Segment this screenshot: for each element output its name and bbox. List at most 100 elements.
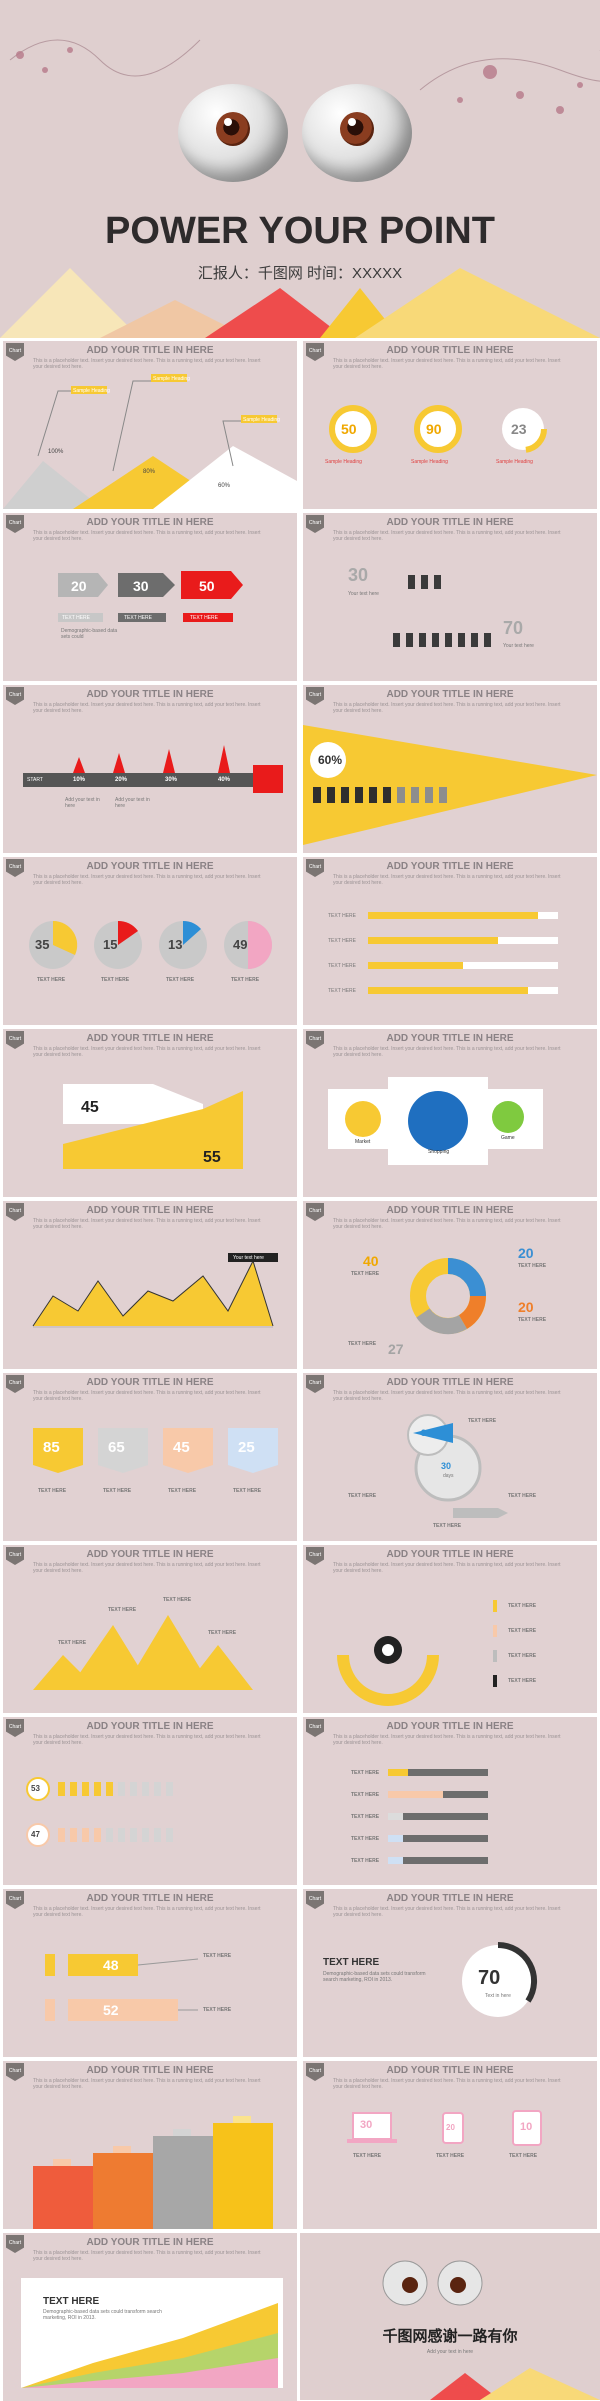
ending-slide[interactable]: 千图网感谢一路有你 Add your text in here — [300, 2233, 600, 2400]
gender-bars — [45, 1954, 199, 2021]
slide-subtitle: This is a placeholder text. Insert your … — [33, 530, 261, 542]
track-label-5: TEXT HERE — [351, 1858, 380, 1864]
device-label-1: TEXT HERE — [353, 2153, 382, 2159]
slide-subtitle: This is a placeholder text. Insert your … — [33, 1906, 261, 1918]
slide-8[interactable]: Chart ADD YOUR TITLE IN HERE This is a p… — [303, 857, 597, 1025]
bar-label-3: TEXT HERE — [328, 963, 356, 969]
slide-20[interactable]: Chart ADD YOUR TITLE IN HERE This is a p… — [303, 1889, 597, 2057]
slide-subtitle: This is a placeholder text. Insert your … — [33, 2078, 261, 2090]
slide-title: ADD YOUR TITLE IN HERE — [86, 2065, 214, 2076]
device-value-2: 20 — [446, 2123, 455, 2132]
timeline-value-2: 20% — [115, 777, 128, 783]
chart-tag-icon: Chart — [6, 515, 24, 533]
area-value-55: 55 — [203, 1149, 221, 1166]
donut-label-1: TEXT HERE — [351, 1271, 380, 1277]
donut-value-4: 27 — [388, 1341, 404, 1357]
slide-4[interactable]: Chart ADD YOUR TITLE IN HERE This is a p… — [303, 513, 597, 681]
bar-label-1: TEXT HERE — [328, 913, 356, 919]
timeline-value-1: 10% — [73, 777, 86, 783]
circle-value-1: 34 — [421, 1428, 432, 1438]
people-text-1: Your text here — [348, 591, 379, 597]
donut-chart — [410, 1258, 487, 1335]
slide-title: ADD YOUR TITLE IN HERE — [386, 1205, 514, 1216]
slide-15[interactable]: Chart ADD YOUR TITLE IN HERE This is a p… — [3, 1545, 297, 1713]
track-label-4: TEXT HERE — [351, 1836, 380, 1842]
chart-tag-icon: Chart — [306, 515, 324, 533]
donut-label-3: TEXT HERE — [518, 1317, 547, 1323]
circle-label-1: TEXT HERE — [468, 1418, 497, 1424]
semicircle-gauge — [337, 1600, 497, 1706]
slide-title: ADD YOUR TITLE IN HERE — [386, 345, 514, 356]
slide-title: ADD YOUR TITLE IN HERE — [386, 1893, 514, 1904]
slide-23[interactable]: Chart ADD YOUR TITLE IN HERE This is a p… — [3, 2233, 297, 2401]
slide-9[interactable]: Chart ADD YOUR TITLE IN HERE This is a p… — [3, 1029, 297, 1197]
pie-value-1: 35 — [35, 937, 50, 952]
slide-10[interactable]: Chart ADD YOUR TITLE IN HERE This is a p… — [303, 1029, 597, 1197]
cover-decoration — [0, 39, 600, 338]
circle-label-4: TEXT HERE — [433, 1523, 462, 1529]
heading-2: Sample Heading — [153, 376, 190, 382]
slide-title: ADD YOUR TITLE IN HERE — [386, 1549, 514, 1560]
bar-track-3 — [368, 962, 558, 969]
slide-subtitle: This is a placeholder text. Insert your … — [33, 1734, 261, 1746]
area-title: TEXT HERE — [43, 2296, 100, 2307]
slide-1[interactable]: Chart ADD YOUR TITLE IN HERE This is a p… — [3, 341, 297, 509]
ring-value-2: 90 — [426, 421, 442, 437]
area-compare — [63, 1084, 243, 1169]
slide-21[interactable]: Chart ADD YOUR TITLE IN HERE This is a p… — [3, 2061, 297, 2229]
chart-tag-icon: Chart — [306, 2063, 324, 2081]
slide-11[interactable]: Chart ADD YOUR TITLE IN HERE This is a p… — [3, 1201, 297, 1369]
slide-19[interactable]: Chart ADD YOUR TITLE IN HERE This is a p… — [3, 1889, 297, 2057]
funnel-value: 60% — [318, 753, 343, 767]
slide-12[interactable]: Chart ADD YOUR TITLE IN HERE This is a p… — [303, 1201, 597, 1369]
track-label-1: TEXT HERE — [351, 1770, 380, 1776]
peak-chart — [33, 1615, 253, 1690]
slide-subtitle: This is a placeholder text. Insert your … — [333, 1218, 561, 1230]
slide-subtitle: This is a placeholder text. Insert your … — [33, 1046, 261, 1058]
donut-value-2: 20 — [518, 1245, 534, 1261]
timeline-bar — [23, 745, 283, 793]
right-eye-graphic — [302, 84, 412, 182]
slide-16[interactable]: Chart ADD YOUR TITLE IN HERE This is a p… — [303, 1545, 597, 1713]
tag-cards — [33, 1428, 278, 1473]
slide-subtitle: This is a placeholder text. Insert your … — [333, 1734, 561, 1746]
mountain-chart — [3, 374, 297, 509]
circle-infographic — [407, 1414, 508, 1518]
slide-2[interactable]: Chart ADD YOUR TITLE IN HERE This is a p… — [303, 341, 597, 509]
slide-6[interactable]: Chart ADD YOUR TITLE IN HERE This is a p… — [303, 685, 597, 853]
track-label-2: TEXT HERE — [351, 1792, 380, 1798]
slide-title: ADD YOUR TITLE IN HERE — [386, 1377, 514, 1388]
timeline-text: Add your text in here — [65, 797, 100, 809]
slide-3[interactable]: Chart ADD YOUR TITLE IN HERE This is a p… — [3, 513, 297, 681]
gauge-label-1: TEXT HERE — [508, 1603, 537, 1609]
slide-17[interactable]: Chart ADD YOUR TITLE IN HERE This is a p… — [3, 1717, 297, 1885]
ring-heading-3: Sample Heading — [496, 459, 533, 465]
slide-subtitle: This is a placeholder text. Insert your … — [333, 2078, 561, 2090]
cover-slide[interactable]: POWER YOUR POINT 汇报人：千图网 时间：XXXXX — [0, 0, 600, 338]
chart-tag-icon: Chart — [6, 1375, 24, 1393]
slide-13[interactable]: Chart ADD YOUR TITLE IN HERE This is a p… — [3, 1373, 297, 1541]
ring-description: Demographic-based data sets could transf… — [323, 1971, 426, 1983]
step-value-1: 20 — [71, 578, 87, 594]
circle-days: days — [443, 1473, 454, 1479]
peak-label-2: TEXT HERE — [108, 1607, 137, 1613]
pie-value-4: 49 — [233, 937, 248, 952]
chart-tag-icon: Chart — [306, 859, 324, 877]
bar-label-4: TEXT HERE — [328, 988, 356, 994]
chart-tag-icon: Chart — [306, 1719, 324, 1737]
track-3 — [388, 1813, 488, 1820]
card-value-1: 85 — [43, 1439, 60, 1456]
slide-title: ADD YOUR TITLE IN HERE — [86, 861, 214, 872]
slide-5[interactable]: Chart ADD YOUR TITLE IN HERE This is a p… — [3, 685, 297, 853]
ring-charts — [329, 405, 547, 453]
people-value-30: 30 — [348, 565, 369, 585]
slide-subtitle: This is a placeholder text. Insert your … — [33, 358, 261, 370]
slide-7[interactable]: Chart ADD YOUR TITLE IN HERE This is a p… — [3, 857, 297, 1025]
slide-subtitle: This is a placeholder text. Insert your … — [333, 702, 561, 714]
card-label-2: TEXT HERE — [103, 1488, 132, 1494]
slide-subtitle: This is a placeholder text. Insert your … — [33, 1390, 261, 1402]
slide-18[interactable]: Chart ADD YOUR TITLE IN HERE This is a p… — [303, 1717, 597, 1885]
slide-22[interactable]: Chart ADD YOUR TITLE IN HERE This is a p… — [303, 2061, 597, 2229]
slide-14[interactable]: Chart ADD YOUR TITLE IN HERE This is a p… — [303, 1373, 597, 1541]
slide-title: ADD YOUR TITLE IN HERE — [386, 861, 514, 872]
